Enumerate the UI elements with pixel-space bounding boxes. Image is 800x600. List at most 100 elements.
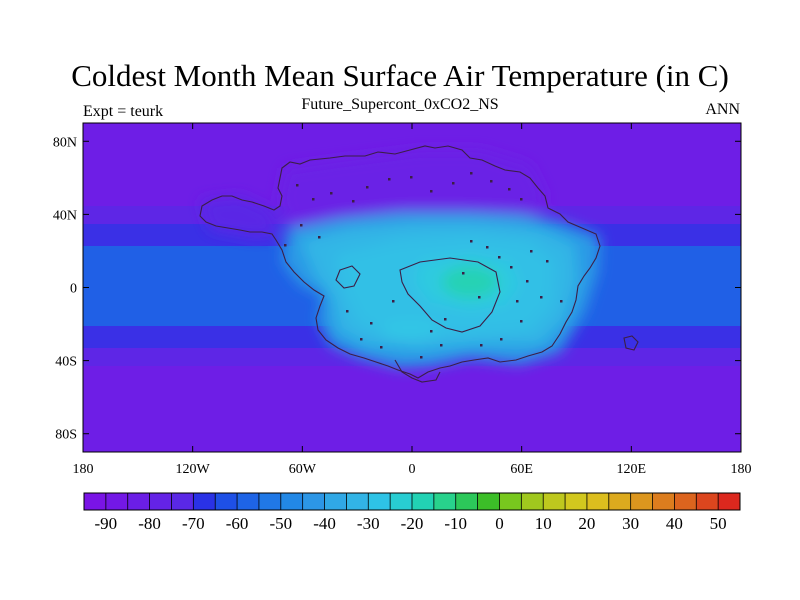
colorbar-swatch	[674, 493, 697, 510]
colorbar-swatch	[433, 493, 457, 510]
lat-tick-label: 80N	[53, 135, 77, 150]
colorbar-swatch	[586, 493, 610, 510]
lon-tick-label: 120W	[176, 462, 211, 477]
colorbar-swatch	[455, 493, 478, 510]
island-speckle	[508, 188, 511, 191]
island-speckle	[490, 180, 493, 183]
colorbar-swatch	[324, 493, 347, 510]
island-speckle	[430, 330, 433, 333]
colorbar-swatch	[477, 493, 500, 510]
colorbar-frame	[83, 492, 741, 511]
colorbar-swatch	[84, 493, 107, 510]
island-speckle	[346, 310, 349, 313]
lon-tick-label: 0	[409, 462, 416, 477]
island-speckle	[546, 260, 549, 263]
island-speckle	[296, 184, 299, 187]
colorbar-label: 10	[535, 514, 552, 533]
island-speckle	[462, 272, 465, 275]
island-speckle	[440, 344, 443, 347]
colorbar-swatch	[193, 493, 216, 510]
colorbar-swatch	[302, 493, 325, 510]
colorbar-label: 30	[622, 514, 639, 533]
colorbar-swatch	[149, 493, 172, 510]
colorbar-swatch	[543, 493, 566, 510]
island-speckle	[318, 236, 321, 239]
colorbar-swatch	[215, 493, 238, 510]
temperature-map	[83, 123, 741, 452]
colorbar-label: -60	[226, 514, 249, 533]
island-speckles	[284, 172, 563, 359]
island-speckle	[526, 280, 529, 283]
experiment-label: Expt = teurk	[83, 103, 164, 120]
island-speckle	[312, 198, 315, 201]
island-speckle	[510, 266, 513, 269]
colorbar: -90 -80 -70 -60 -50 -40 -30 -20 -10 0 10 20 30 40 50	[83, 492, 741, 533]
island-speckle	[520, 320, 523, 323]
colorbar-label: -10	[444, 514, 467, 533]
colorbar-label: 40	[666, 514, 683, 533]
eastern-island-outline	[623, 335, 639, 351]
island-speckle	[480, 344, 483, 347]
island-speckle	[380, 346, 383, 349]
colorbar-swatch	[652, 493, 675, 510]
island-speckle	[430, 190, 433, 193]
colorbar-label: -70	[182, 514, 205, 533]
island-speckle	[452, 182, 455, 185]
island-speckle	[410, 176, 413, 179]
colorbar-label: -20	[401, 514, 424, 533]
colorbar-swatch	[280, 493, 303, 510]
southern-coast-detail	[394, 359, 441, 383]
island-speckle	[540, 296, 543, 299]
colorbar-label: -50	[269, 514, 292, 533]
island-speckle	[470, 240, 473, 243]
colorbar-swatch	[127, 493, 150, 510]
island-speckle	[392, 300, 395, 303]
lat-tick-label: 0	[70, 282, 77, 297]
colorbar-label: 50	[710, 514, 727, 533]
island-speckle	[330, 192, 333, 195]
colorbar-swatch	[171, 493, 194, 510]
colorbar-swatch	[565, 493, 588, 510]
lon-tick-label: 180	[73, 462, 94, 477]
lat-tick-label: 80S	[55, 428, 77, 443]
inland-basin-outline	[399, 257, 501, 333]
colorbar-swatch	[346, 493, 369, 510]
island-speckle	[420, 356, 423, 359]
latitude-axis: 80N 40N 0 40S 80S	[53, 135, 741, 443]
island-speckle	[520, 198, 523, 201]
colorbar-swatch	[412, 493, 435, 510]
island-speckle	[486, 246, 489, 249]
colorbar-swatch	[630, 493, 653, 510]
season-label: ANN	[705, 101, 740, 118]
colorbar-label: -90	[95, 514, 118, 533]
continent-coastline	[199, 145, 601, 379]
island-speckle	[516, 300, 519, 303]
colorbar-label: -80	[138, 514, 161, 533]
lon-tick-label: 120E	[617, 462, 647, 477]
island-speckle	[530, 250, 533, 253]
colorbar-swatch	[499, 493, 522, 510]
island-speckle	[470, 172, 473, 175]
lon-tick-label: 60W	[289, 462, 317, 477]
plot-subtitle: Future_Supercont_0xCO2_NS	[301, 96, 499, 113]
island-speckle	[370, 322, 373, 325]
colorbar-swatch	[258, 493, 282, 510]
island-speckle	[388, 178, 391, 181]
island-speckle	[560, 300, 563, 303]
island-speckle	[366, 186, 369, 189]
colorbar-label: -30	[357, 514, 380, 533]
continent-field	[200, 150, 600, 368]
island-speckle	[352, 200, 355, 203]
island-speckle	[284, 244, 287, 247]
island-speckle	[498, 256, 501, 259]
colorbar-swatch	[237, 493, 260, 510]
colorbar-swatch	[521, 493, 544, 510]
plot-title: Coldest Month Mean Surface Air Temperatu…	[71, 58, 729, 93]
colorbar-swatch	[390, 493, 413, 510]
colorbar-label: 20	[578, 514, 595, 533]
colorbar-swatch	[105, 493, 129, 510]
colorbar-swatch	[368, 493, 391, 510]
colorbar-swatch	[718, 493, 741, 510]
colorbar-swatch	[696, 493, 719, 510]
